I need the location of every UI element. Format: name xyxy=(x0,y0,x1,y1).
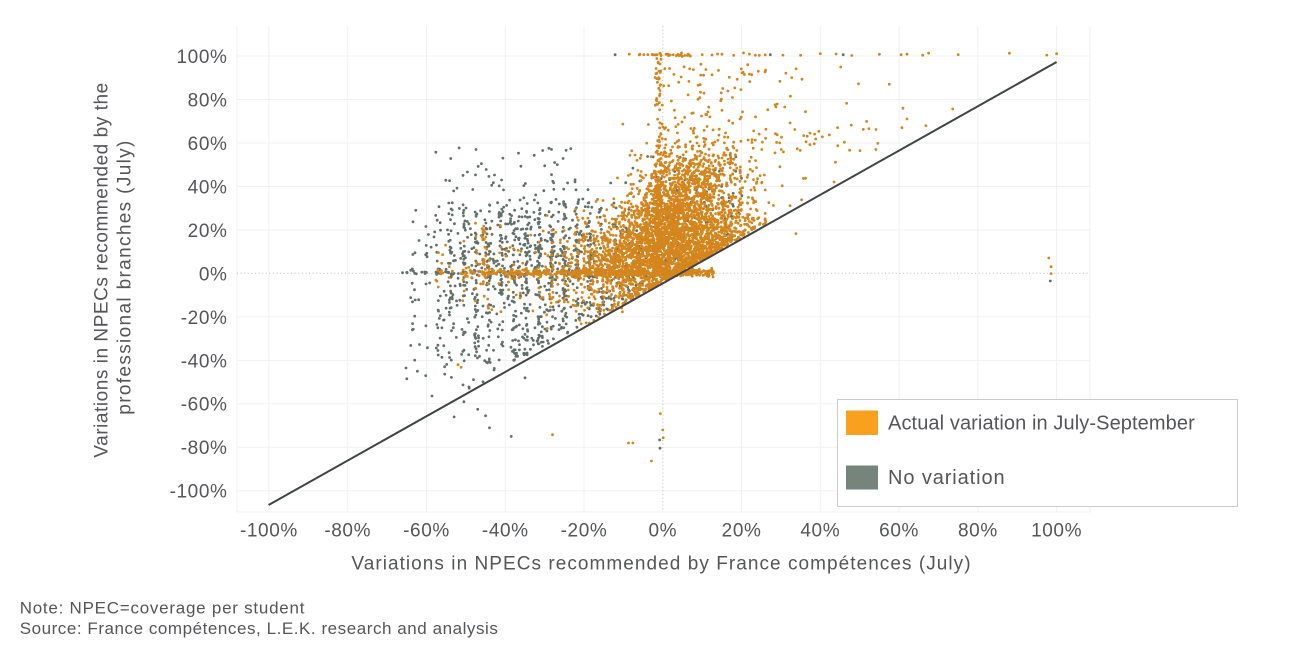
svg-text:-60%: -60% xyxy=(403,521,450,542)
svg-text:40%: 40% xyxy=(800,521,840,542)
svg-text:-40%: -40% xyxy=(482,521,529,542)
svg-text:-100%: -100% xyxy=(240,521,298,542)
svg-text:100%: 100% xyxy=(177,47,228,68)
svg-text:0%: 0% xyxy=(199,264,228,285)
svg-text:40%: 40% xyxy=(188,177,228,198)
svg-text:-40%: -40% xyxy=(181,351,228,372)
svg-text:80%: 80% xyxy=(958,521,998,542)
svg-text:-20%: -20% xyxy=(561,521,608,542)
svg-text:20%: 20% xyxy=(722,521,762,542)
svg-text:80%: 80% xyxy=(188,90,228,111)
svg-text:Note: NPEC=coverage per studen: Note: NPEC=coverage per student xyxy=(20,599,305,618)
svg-text:-80%: -80% xyxy=(181,438,228,459)
svg-text:professional branches (July): professional branches (July) xyxy=(115,139,136,414)
svg-text:Actual variation in July-Septe: Actual variation in July-September xyxy=(888,413,1195,435)
svg-text:Variations in NPECs recommende: Variations in NPECs recommended by the xyxy=(92,82,113,457)
svg-text:No variation: No variation xyxy=(888,467,1006,489)
svg-text:0%: 0% xyxy=(648,521,677,542)
svg-text:60%: 60% xyxy=(188,134,228,155)
svg-text:-80%: -80% xyxy=(324,521,371,542)
svg-text:Variations in NPECs recommende: Variations in NPECs recommended by Franc… xyxy=(351,554,971,575)
svg-text:-100%: -100% xyxy=(170,482,228,503)
svg-text:-20%: -20% xyxy=(181,308,228,329)
svg-text:20%: 20% xyxy=(188,221,228,242)
svg-text:Source: France compétences, L.: Source: France compétences, L.E.K. resea… xyxy=(20,619,499,638)
svg-text:-60%: -60% xyxy=(181,395,228,416)
svg-text:60%: 60% xyxy=(879,521,919,542)
svg-text:100%: 100% xyxy=(1031,521,1082,542)
